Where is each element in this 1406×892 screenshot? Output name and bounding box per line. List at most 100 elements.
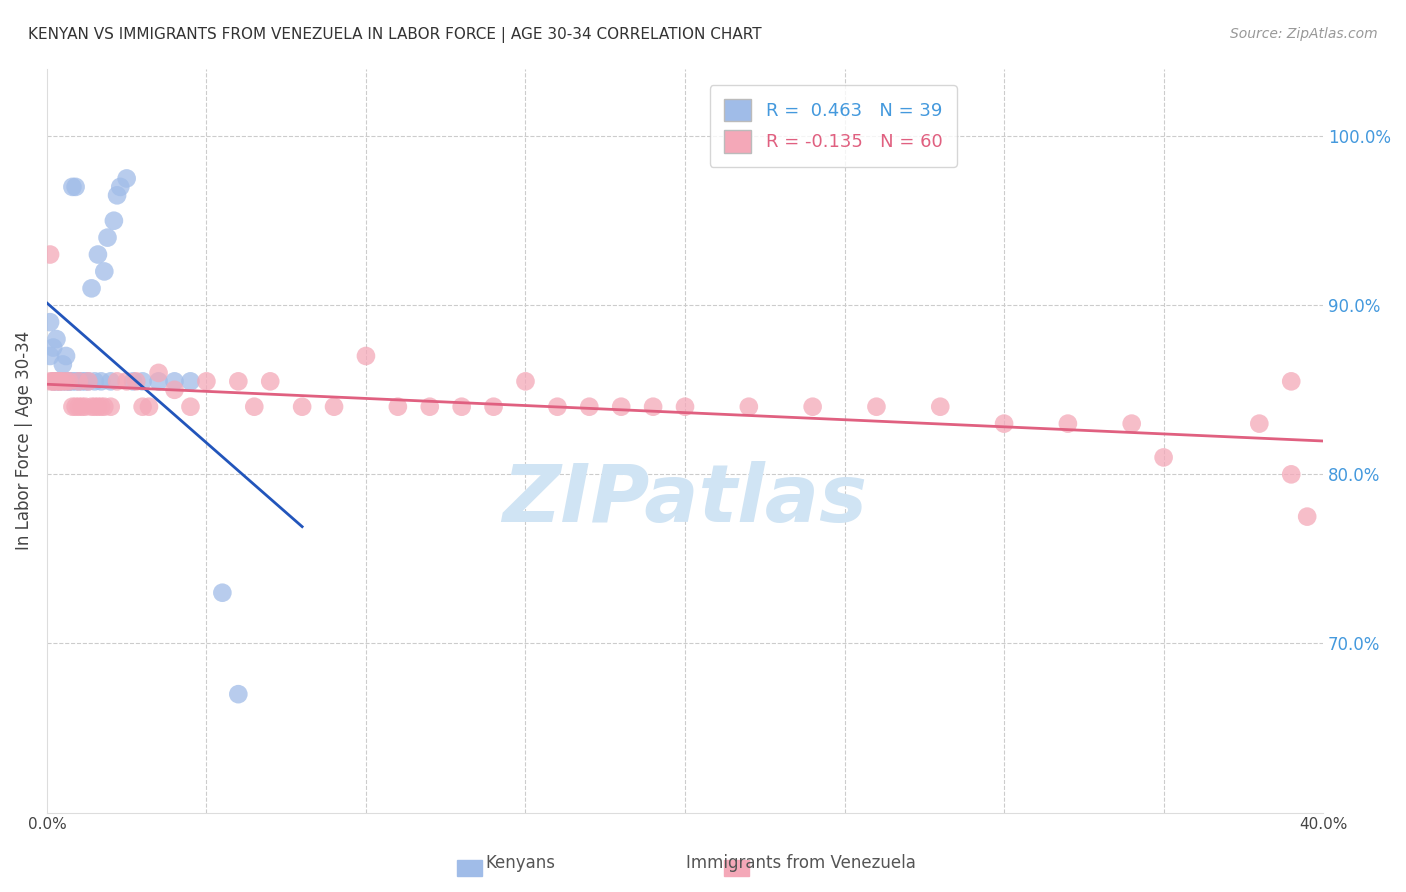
Point — [52, 375, 75, 389]
Point — [58, 375, 80, 389]
Point — [83, 400, 105, 414]
Point — [83, 375, 105, 389]
Point — [1057, 417, 1080, 431]
Point — [55, 375, 77, 389]
Point — [354, 349, 377, 363]
Point — [1296, 509, 1319, 524]
Point — [610, 400, 633, 414]
Point — [52, 358, 75, 372]
Point — [96, 230, 118, 244]
Point — [865, 400, 887, 414]
Point — [387, 400, 409, 414]
Point — [67, 375, 90, 389]
Point — [546, 400, 568, 414]
Point — [138, 400, 160, 414]
Point — [515, 375, 537, 389]
Point — [48, 375, 70, 389]
Point — [100, 375, 122, 389]
Point — [42, 341, 65, 355]
Point — [39, 375, 62, 389]
Point — [80, 281, 103, 295]
Point — [55, 375, 77, 389]
Point — [1121, 417, 1143, 431]
Point — [131, 375, 153, 389]
Point — [39, 315, 62, 329]
Point — [163, 375, 186, 389]
Point — [259, 375, 281, 389]
Text: Source: ZipAtlas.com: Source: ZipAtlas.com — [1230, 27, 1378, 41]
Y-axis label: In Labor Force | Age 30-34: In Labor Force | Age 30-34 — [15, 331, 32, 550]
Point — [58, 375, 80, 389]
Point — [65, 375, 87, 389]
Point — [148, 375, 170, 389]
Point — [450, 400, 472, 414]
Point — [58, 375, 80, 389]
Text: Kenyans: Kenyans — [485, 855, 555, 872]
Point — [77, 375, 100, 389]
Point — [482, 400, 505, 414]
Point — [52, 375, 75, 389]
Point — [323, 400, 346, 414]
Point — [45, 332, 67, 346]
Point — [228, 687, 250, 701]
Point — [419, 400, 441, 414]
Point — [115, 375, 138, 389]
Point — [103, 213, 125, 227]
Point — [1279, 375, 1302, 389]
Point — [42, 375, 65, 389]
Point — [1279, 467, 1302, 482]
Point — [39, 247, 62, 261]
Point — [110, 180, 132, 194]
Point — [122, 375, 145, 389]
Point — [55, 349, 77, 363]
Point — [291, 400, 314, 414]
Point — [243, 400, 266, 414]
Point — [62, 400, 84, 414]
Point — [105, 188, 128, 202]
Point — [90, 400, 112, 414]
Point — [90, 375, 112, 389]
Point — [673, 400, 696, 414]
Point — [67, 400, 90, 414]
Text: ZIPatlas: ZIPatlas — [502, 461, 868, 539]
Legend: R =  0.463   N = 39, R = -0.135   N = 60: R = 0.463 N = 39, R = -0.135 N = 60 — [710, 85, 956, 167]
Point — [801, 400, 824, 414]
Point — [62, 180, 84, 194]
Point — [48, 375, 70, 389]
Point — [42, 375, 65, 389]
Point — [65, 180, 87, 194]
Point — [93, 264, 115, 278]
Point — [62, 375, 84, 389]
Point — [163, 383, 186, 397]
Point — [75, 375, 97, 389]
Point — [93, 400, 115, 414]
Point — [643, 400, 665, 414]
Point — [100, 400, 122, 414]
Point — [87, 247, 110, 261]
Point — [993, 417, 1015, 431]
Point — [48, 375, 70, 389]
Point — [65, 400, 87, 414]
Point — [67, 375, 90, 389]
Point — [80, 400, 103, 414]
Point — [228, 375, 250, 389]
Point — [1249, 417, 1271, 431]
Point — [195, 375, 218, 389]
Point — [179, 400, 201, 414]
Point — [929, 400, 952, 414]
Text: KENYAN VS IMMIGRANTS FROM VENEZUELA IN LABOR FORCE | AGE 30-34 CORRELATION CHART: KENYAN VS IMMIGRANTS FROM VENEZUELA IN L… — [28, 27, 762, 43]
Point — [115, 171, 138, 186]
Point — [1153, 450, 1175, 465]
Point — [179, 375, 201, 389]
Point — [45, 375, 67, 389]
Point — [148, 366, 170, 380]
Point — [70, 400, 93, 414]
Point — [42, 375, 65, 389]
Point — [105, 375, 128, 389]
Point — [75, 400, 97, 414]
Point — [211, 585, 233, 599]
Point — [131, 400, 153, 414]
Point — [70, 375, 93, 389]
Point — [738, 400, 761, 414]
Point — [45, 375, 67, 389]
